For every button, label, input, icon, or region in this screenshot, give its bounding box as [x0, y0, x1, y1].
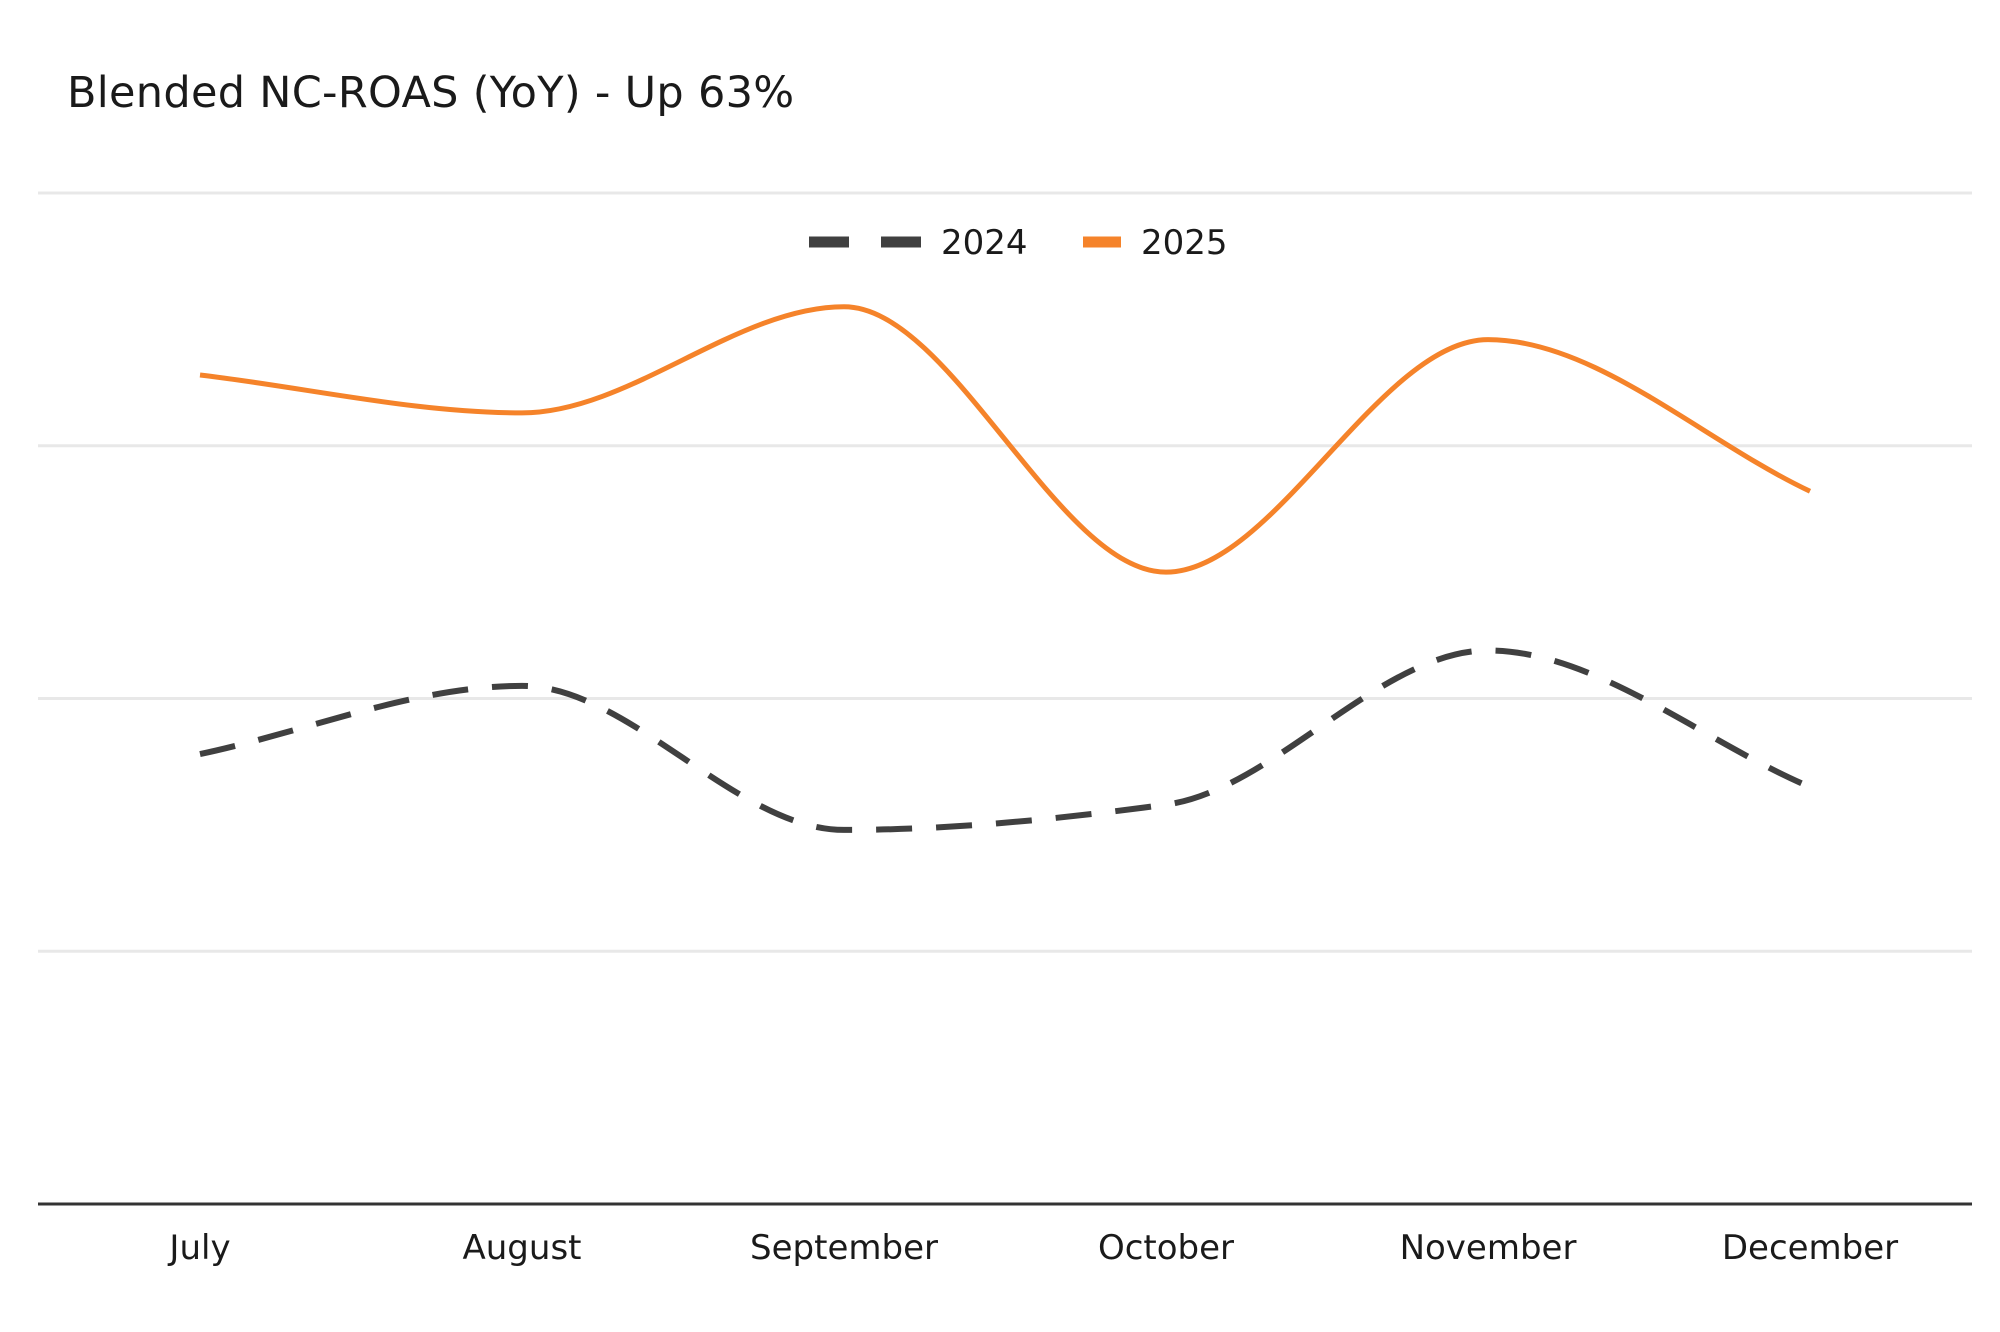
legend-item-2024[interactable]: 2024	[809, 223, 1028, 263]
gridlines	[38, 191, 1972, 953]
legend-label-2025: 2025	[1141, 223, 1228, 263]
series-lines	[199, 304, 1812, 833]
x-tick-label: December	[1722, 1228, 1898, 1268]
chart-title: Blended NC-ROAS (YoY) - Up 63%	[67, 68, 795, 118]
legend-label-2024: 2024	[941, 223, 1028, 263]
x-tick-label: August	[463, 1228, 582, 1268]
x-tick-labels: July August September October November Decemb…	[167, 1228, 1898, 1268]
series-line-2025	[199, 304, 1812, 575]
x-axis: July August September October November Decemb…	[38, 1202, 1972, 1268]
x-tick-label: October	[1098, 1228, 1234, 1268]
legend-item-2025[interactable]: 2025	[1083, 223, 1228, 263]
legend[interactable]: 2024 2025	[809, 223, 1228, 263]
x-tick-label: July	[167, 1228, 230, 1268]
x-tick-label: November	[1400, 1228, 1577, 1268]
series-line-2024	[199, 647, 1812, 833]
x-tick-label: September	[750, 1228, 938, 1268]
